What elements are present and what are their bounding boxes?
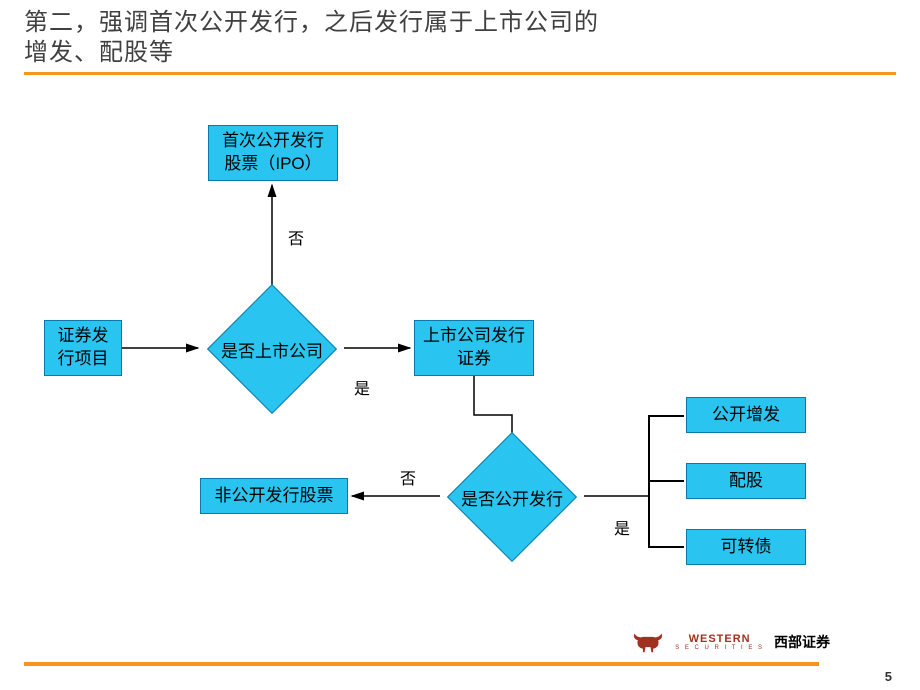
bull-icon [631, 630, 665, 654]
footer-bar [24, 662, 819, 666]
logo-text-wrap: WESTERN S E C U R I T I E S [675, 634, 764, 651]
bracket-tick [648, 480, 684, 482]
footer-logo: WESTERN S E C U R I T I E S 西部证券 [631, 630, 830, 654]
company-name: 西部证券 [774, 632, 830, 652]
node-label: 是否公开发行 [442, 451, 582, 543]
node-label: 配股 [729, 470, 763, 493]
page-number: 5 [885, 669, 892, 684]
node-decision-1: 是否上市公司 [226, 303, 318, 395]
node-label: 可转债 [721, 536, 772, 559]
bracket-tick [648, 415, 684, 417]
flowchart-canvas: 证券发行项目 首次公开发行股票（IPO） 上市公司发行证券 非公开发行股票 公开… [0, 85, 920, 625]
edge-label-yes1: 是 [354, 375, 370, 399]
node-label: 上市公司发行证券 [423, 325, 525, 371]
node-label: 公开增发 [712, 404, 780, 427]
node-private: 非公开发行股票 [200, 478, 348, 514]
node-label: 非公开发行股票 [215, 485, 334, 508]
node-start: 证券发行项目 [44, 320, 122, 376]
node-output-2: 配股 [686, 463, 806, 499]
node-output-1: 公开增发 [686, 397, 806, 433]
node-listed: 上市公司发行证券 [414, 320, 534, 376]
node-output-3: 可转债 [686, 529, 806, 565]
edge-label-no1: 否 [288, 225, 304, 249]
node-decision-2: 是否公开发行 [466, 451, 558, 543]
node-label: 首次公开发行股票（IPO） [222, 130, 324, 176]
node-label: 证券发行项目 [58, 325, 109, 371]
logo-sub: S E C U R I T I E S [675, 645, 764, 651]
node-ipo: 首次公开发行股票（IPO） [208, 125, 338, 181]
slide-title: 第二，强调首次公开发行，之后发行属于上市公司的增发、配股等 [24, 8, 599, 68]
node-label: 是否上市公司 [202, 303, 342, 395]
bracket-tick [648, 546, 684, 548]
title-underline [24, 72, 896, 75]
edge-label-yes2: 是 [614, 515, 630, 539]
logo-main: WESTERN [675, 634, 764, 645]
edge-label-no2: 否 [400, 465, 416, 489]
